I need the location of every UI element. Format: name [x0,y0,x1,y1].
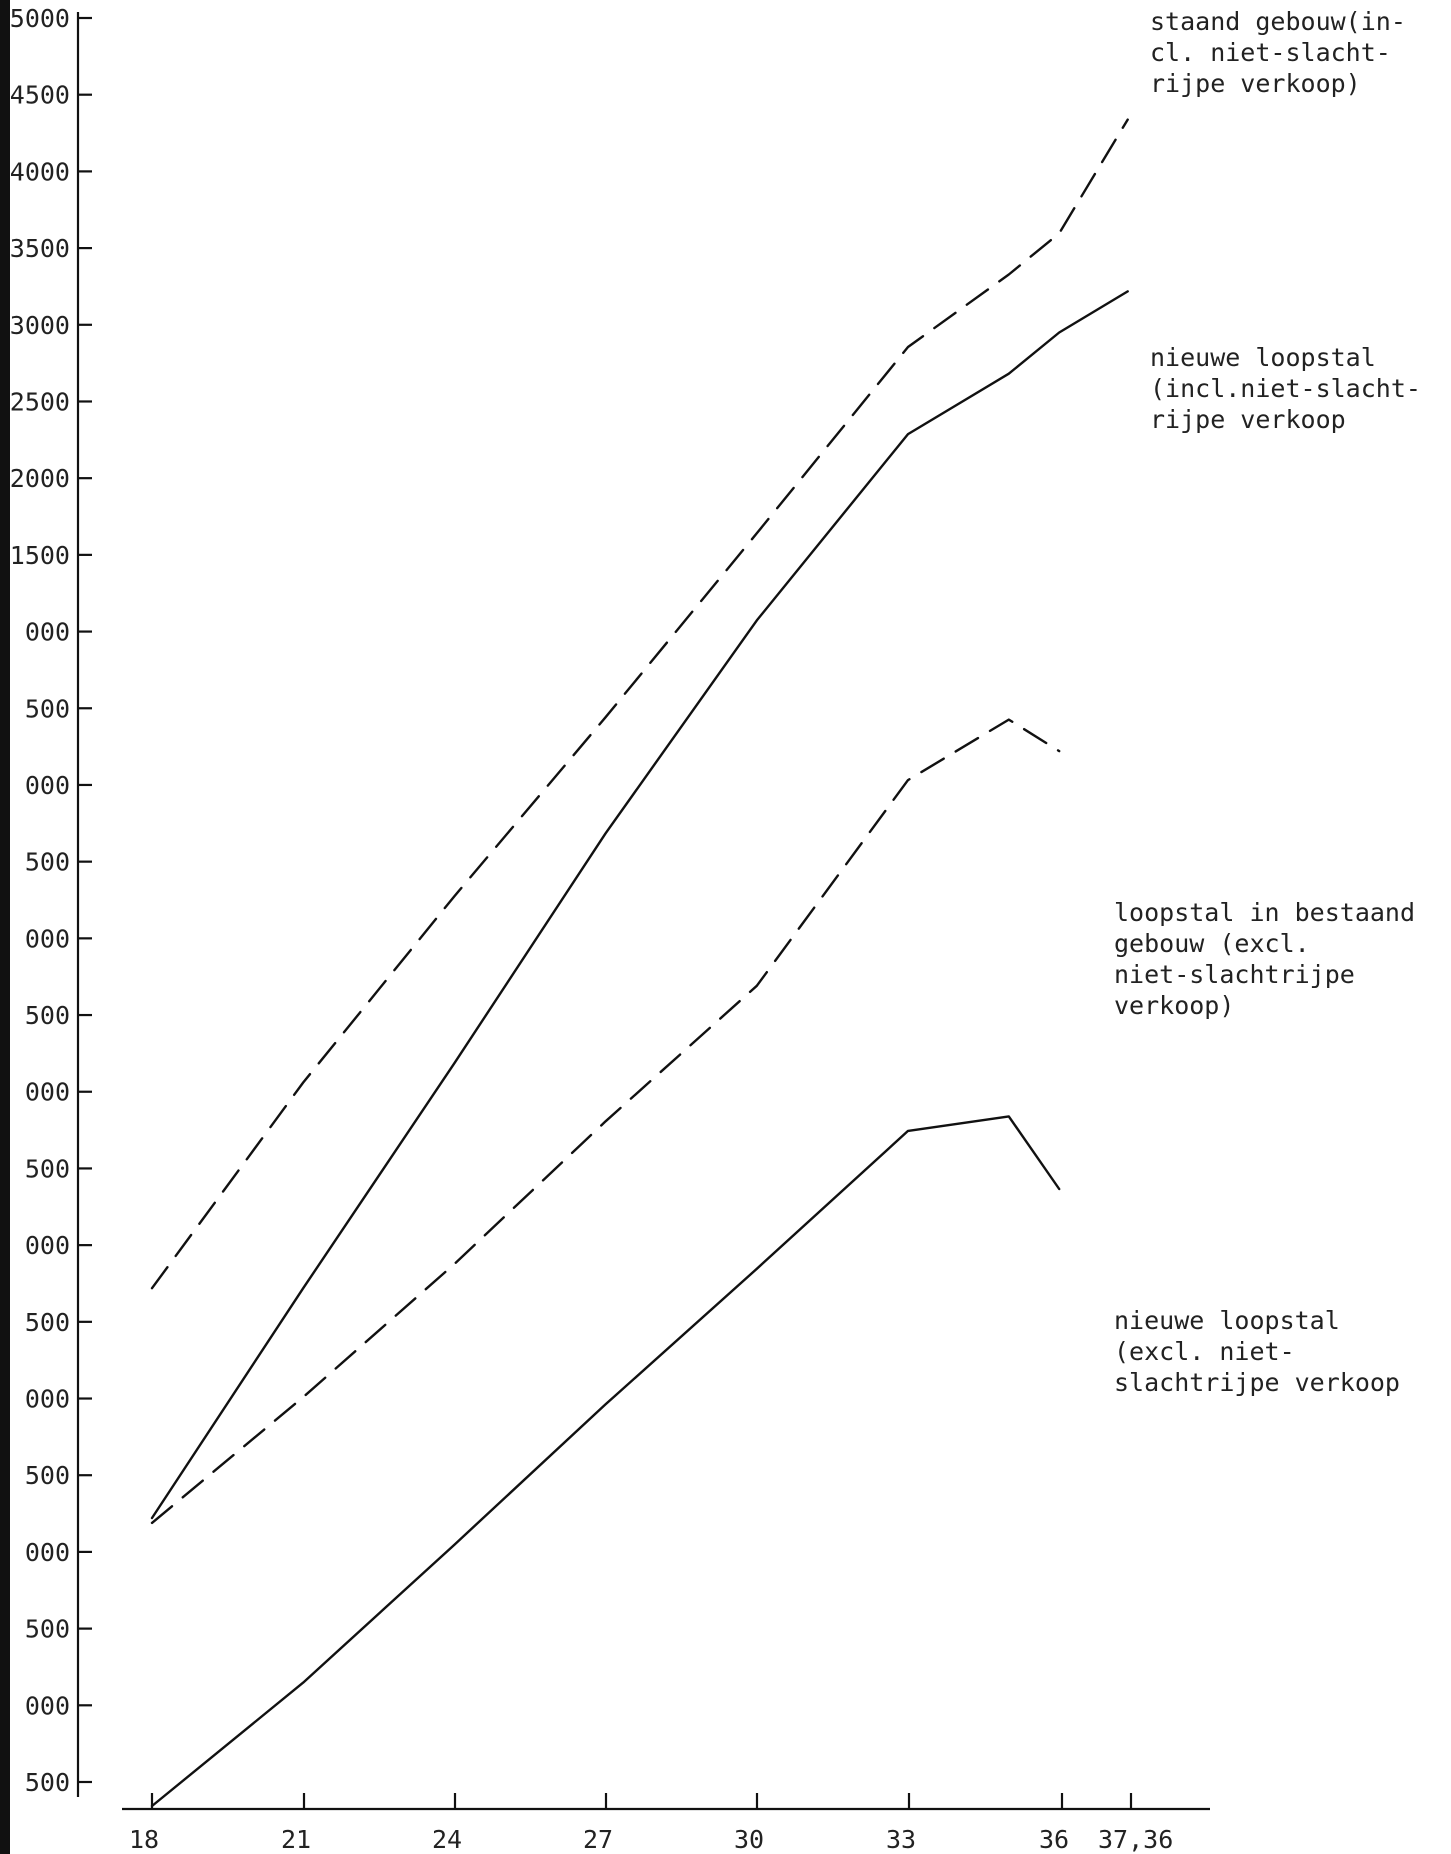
x-tick-label: 21 [281,1825,311,1854]
y-tick-label: 500 [25,694,70,723]
y-tick-label: 000 [25,1385,70,1414]
x-tick-label: 37,36 [1098,1825,1173,1854]
series-line-3 [150,718,1061,1525]
x-tick-label: 30 [734,1825,764,1854]
y-axis-ticks: 5000 4500 4000 3500 3000 2500 2000 1500 000 500 00… [10,4,92,1797]
x-tick-label: 33 [886,1825,916,1854]
y-tick-label: 500 [25,1461,70,1490]
series-annotation-line: rijpe verkoop [1150,405,1346,434]
x-tick-label: 36 [1039,1825,1069,1854]
y-tick-label: 500 [25,848,70,877]
y-tick-label: 2000 [10,464,70,493]
y-tick-label: 3500 [10,234,70,263]
y-tick-label: 000 [25,1231,70,1260]
series-line-1 [150,118,1129,1290]
series-annotation-line: cl. niet-slacht- [1150,38,1391,67]
series-annotation-line: verkoop) [1114,991,1234,1020]
series-annotation-line: rijpe verkoop) [1150,69,1361,98]
y-tick-label: 500 [25,1154,70,1183]
y-tick-label: 2500 [10,387,70,416]
y-tick-label: 000 [25,771,70,800]
y-tick-label: 4500 [10,81,70,110]
series-annotation-line: (excl. niet- [1114,1337,1295,1366]
series-annotation-line: nieuwe loopstal [1150,343,1376,372]
y-tick-label: 000 [25,618,70,647]
y-tick-label: 000 [25,1538,70,1567]
series-layer [150,118,1129,1808]
x-tick-label: 27 [583,1825,613,1854]
series-annotation-line: staand gebouw(in- [1150,7,1406,36]
annotation-layer: staand gebouw(in-cl. niet-slacht-rijpe v… [1114,7,1421,1397]
series-line-4 [150,1115,1061,1808]
left-page-edge [0,0,10,1854]
series-annotation-line: nieuwe loopstal [1114,1306,1340,1335]
x-axis-ticks: 18 21 24 27 30 33 36 37,36 [129,1793,1173,1854]
y-tick-label: 500 [25,1768,70,1797]
y-tick-label: 000 [25,1078,70,1107]
series-annotation-line: loopstal in bestaand [1114,898,1415,927]
series-annotation-line: slachtrijpe verkoop [1114,1368,1400,1397]
y-tick-label: 3000 [10,311,70,340]
x-tick-label: 18 [129,1825,159,1854]
series-annotation-line: gebouw (excl. [1114,929,1310,958]
y-tick-label: 1500 [10,541,70,570]
y-tick-label: 5000 [10,4,70,33]
series-annotation-line: (incl.niet-slacht- [1150,374,1421,403]
y-tick-label: 4000 [10,157,70,186]
series-annotation-line: niet-slachtrijpe [1114,960,1355,989]
y-tick-label: 000 [25,1691,70,1720]
x-tick-label: 24 [432,1825,462,1854]
y-tick-label: 500 [25,1308,70,1337]
y-tick-label: 500 [25,1615,70,1644]
series-line-2 [150,290,1129,1520]
y-tick-label: 000 [25,924,70,953]
y-tick-label: 500 [25,1001,70,1030]
